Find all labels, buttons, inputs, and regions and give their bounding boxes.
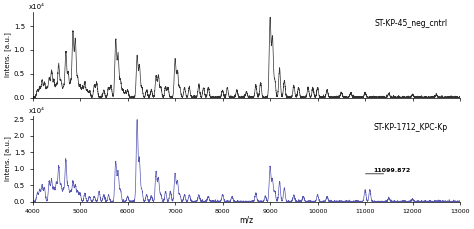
Text: ST-KP-1712_KPC-Kp: ST-KP-1712_KPC-Kp: [373, 123, 447, 132]
Y-axis label: Intens. [a.u.]: Intens. [a.u.]: [4, 136, 11, 181]
X-axis label: m/z: m/z: [239, 216, 254, 225]
Text: x10⁴: x10⁴: [28, 4, 44, 10]
Text: x10⁴: x10⁴: [28, 108, 44, 114]
Text: ST-KP-45_neg_cntrl: ST-KP-45_neg_cntrl: [374, 19, 447, 28]
Text: 11099.872: 11099.872: [374, 168, 411, 173]
Y-axis label: Intens. [a.u.]: Intens. [a.u.]: [4, 32, 11, 77]
